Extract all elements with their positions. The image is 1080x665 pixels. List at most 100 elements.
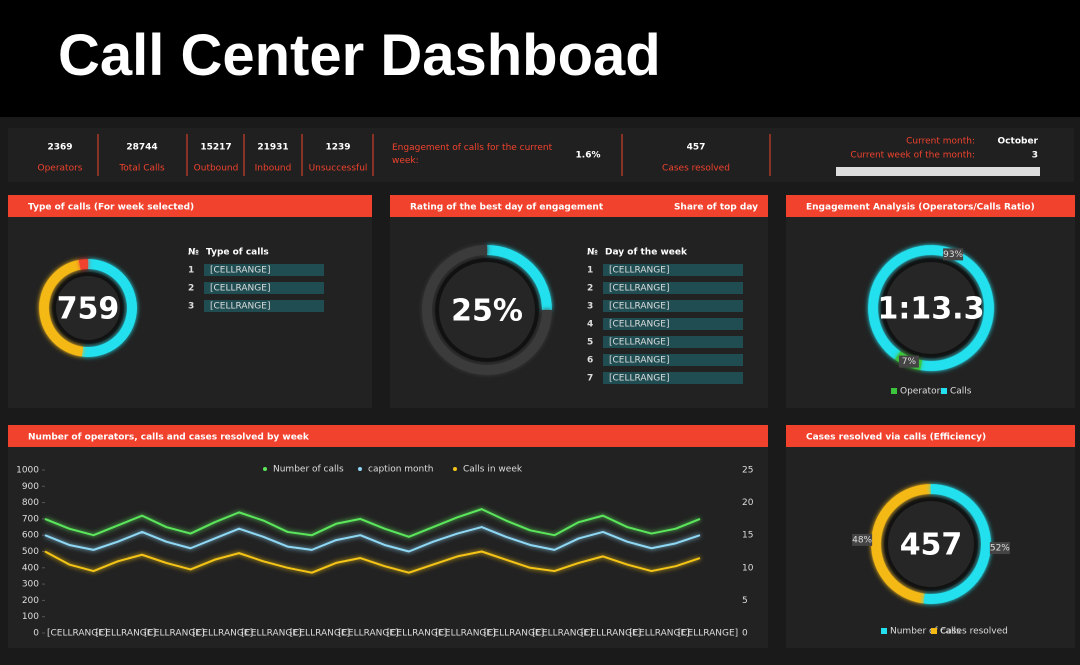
- row-number: 1: [188, 266, 194, 276]
- y-tick-label: 400: [22, 563, 39, 573]
- row-number: 4: [587, 320, 593, 330]
- kpi-value: 28744: [126, 143, 157, 153]
- y-tick-label: 600: [22, 531, 39, 541]
- donut-center: 457: [900, 528, 963, 563]
- y2-tick-label: 0: [742, 629, 748, 639]
- x-tick-label: [CELLRANGE]: [387, 629, 447, 639]
- x-tick-label: [CELLRANGE]: [435, 629, 495, 639]
- donut-core: [52, 272, 124, 344]
- y2-tick-label: 25: [742, 466, 753, 476]
- y-tick-label: 0: [33, 629, 39, 639]
- legend-label: Cases resolved: [940, 627, 1008, 637]
- kpi-value: 15217: [200, 143, 231, 153]
- donut-segment: [39, 259, 137, 357]
- row-label: [CELLRANGE]: [609, 320, 669, 330]
- panel-header: [8, 195, 372, 217]
- donut-segment: [39, 259, 137, 357]
- table-header: Type of calls: [206, 248, 269, 258]
- table-header: Day of the week: [605, 248, 688, 258]
- value-label-box: [943, 248, 964, 261]
- x-tick-label: [CELLRANGE]: [581, 629, 641, 639]
- x-tick-label: [CELLRANGE]: [532, 629, 592, 639]
- donut-segment: [868, 245, 994, 371]
- y2-tick-label: 5: [742, 596, 748, 606]
- kpi-label: Total Calls: [118, 164, 165, 174]
- panel-title: Cases resolved via calls (Efficiency): [806, 433, 986, 443]
- row-bar: [603, 354, 743, 366]
- x-tick-label: [CELLRANGE]: [678, 629, 738, 639]
- kpi-label: Inbound: [255, 164, 292, 174]
- legend-label: Operators: [900, 387, 945, 397]
- donut-center: 759: [57, 292, 120, 327]
- panel-header: [786, 425, 1075, 447]
- row-number: 2: [188, 284, 194, 294]
- panel-header: [390, 195, 768, 217]
- y2-tick-label: 10: [742, 563, 754, 573]
- kpi-label: Operators: [38, 164, 83, 174]
- table-header: №: [188, 248, 199, 258]
- kpi-label: Outbound: [194, 164, 239, 174]
- value-label: 52%: [990, 544, 1010, 554]
- kpi-value: 1239: [325, 143, 350, 153]
- row-number: 2: [587, 284, 593, 294]
- value-label-box: [989, 542, 1010, 555]
- y-tick-label: 1000: [16, 466, 39, 476]
- panel-title: Number of operators, calls and cases res…: [28, 433, 310, 443]
- panel-subtitle: Share of top day: [674, 203, 758, 213]
- y-tick-label: 200: [22, 596, 39, 606]
- y2-tick-label: 15: [742, 531, 753, 541]
- month: October: [998, 137, 1039, 147]
- value-label: 7%: [902, 357, 917, 367]
- row-bar: [603, 282, 743, 294]
- donut-core: [884, 497, 978, 591]
- panel: [8, 425, 768, 648]
- donut-segment: [422, 245, 552, 375]
- scrollbar[interactable]: [836, 167, 1040, 176]
- row-bar: [204, 282, 324, 294]
- week: 3: [1032, 151, 1038, 161]
- week-label: Current week of the month:: [850, 151, 975, 161]
- kpi-label: Cases resolved: [662, 164, 730, 174]
- page-title: Call Center Dashboad: [58, 23, 661, 88]
- legend-marker: [453, 467, 457, 471]
- row-bar: [603, 336, 743, 348]
- row-label: [CELLRANGE]: [609, 374, 669, 384]
- engagement-value: 1.6%: [576, 151, 601, 161]
- row-number: 3: [587, 302, 593, 312]
- row-number: 3: [188, 302, 194, 312]
- row-label: [CELLRANGE]: [609, 266, 669, 276]
- kpi-label: Unsuccessful: [309, 164, 368, 174]
- y-tick-label: 300: [22, 580, 39, 590]
- row-bar: [204, 264, 324, 276]
- legend-swatch: [941, 388, 947, 394]
- row-number: 6: [587, 356, 593, 366]
- table-header: №: [587, 248, 598, 258]
- row-label: [CELLRANGE]: [210, 266, 270, 276]
- donut-center: 25%: [451, 294, 523, 329]
- row-bar: [603, 318, 743, 330]
- row-label: [CELLRANGE]: [210, 284, 270, 294]
- panel-title: Rating of the best day of engagement: [410, 203, 604, 213]
- donut-segment: [871, 484, 991, 604]
- row-bar: [603, 300, 743, 312]
- legend-swatch: [881, 628, 887, 634]
- donut-core: [881, 258, 981, 358]
- series-line: [44, 526, 701, 553]
- legend-label: caption month: [368, 465, 434, 475]
- y-tick-label: 800: [22, 498, 39, 508]
- kpi-value: 457: [687, 143, 706, 153]
- legend-label: Number of calls: [273, 465, 344, 475]
- engagement-label: Engagement of calls for the current week…: [392, 143, 553, 166]
- y-tick-label: 100: [22, 612, 39, 622]
- row-number: 7: [587, 374, 593, 384]
- x-tick-label: [CELLRANGE]: [96, 629, 156, 639]
- series-line: [44, 550, 701, 574]
- row-bar: [204, 300, 324, 312]
- row-bar: [603, 264, 743, 276]
- row-number: 1: [587, 266, 593, 276]
- y-tick-label: 500: [22, 547, 39, 557]
- value-label: 93%: [943, 250, 963, 260]
- row-label: [CELLRANGE]: [210, 302, 270, 312]
